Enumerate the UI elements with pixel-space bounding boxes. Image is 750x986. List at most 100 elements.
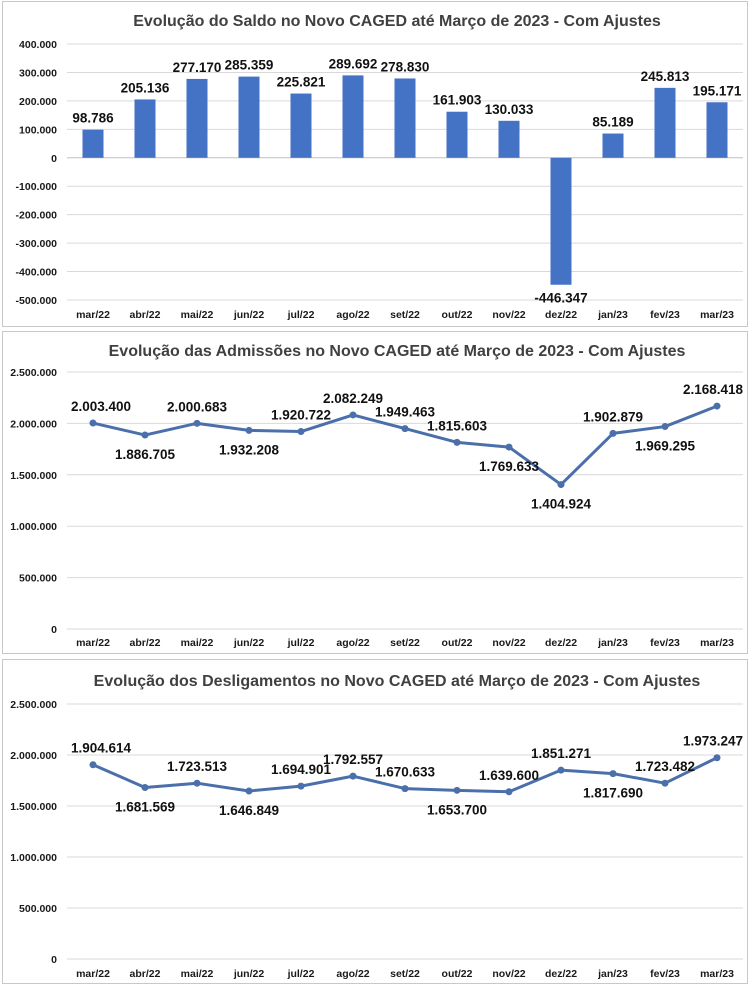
x-tick-label: nov/22	[492, 968, 525, 980]
data-label: 98.786	[72, 111, 114, 126]
x-tick-label: set/22	[390, 309, 420, 321]
data-point	[557, 766, 565, 774]
data-label: 2.000.683	[167, 399, 228, 414]
data-point	[661, 423, 669, 431]
data-label: 2.082.249	[323, 391, 383, 406]
y-tick-label: 1.500.000	[10, 470, 57, 482]
data-label: 1.792.557	[323, 752, 383, 767]
x-tick-label: ago/22	[336, 968, 369, 980]
data-label: -446.347	[534, 291, 587, 306]
data-label: 285.359	[225, 58, 274, 73]
data-label: 289.692	[329, 56, 378, 71]
data-point	[505, 788, 513, 796]
x-tick-label: jul/22	[287, 637, 315, 649]
x-tick-label: jan/23	[597, 309, 628, 321]
x-tick-label: mai/22	[181, 637, 214, 649]
data-label: 1.817.690	[583, 786, 643, 801]
data-point	[89, 761, 97, 769]
y-tick-label: 400.000	[19, 39, 57, 51]
data-point	[453, 786, 461, 794]
data-label: 1.404.924	[531, 497, 592, 512]
y-tick-label: 0	[51, 954, 57, 966]
data-point	[661, 779, 669, 787]
y-tick-label: 200.000	[19, 96, 57, 108]
data-label: 205.136	[121, 80, 170, 95]
x-tick-label: fev/23	[650, 968, 680, 980]
chart-title: Evolução dos Desligamentos no Novo CAGED…	[94, 673, 701, 690]
data-point	[453, 438, 461, 446]
data-point	[245, 426, 253, 434]
data-label: 2.003.400	[71, 399, 131, 414]
data-label: 1.886.705	[115, 447, 176, 462]
data-point	[141, 431, 149, 439]
y-tick-label: 300.000	[19, 67, 57, 79]
x-tick-label: mar/22	[76, 968, 110, 980]
x-tick-label: jan/23	[597, 637, 628, 649]
x-tick-label: mai/22	[181, 309, 214, 321]
bar	[550, 157, 572, 285]
x-tick-label: mar/22	[76, 637, 110, 649]
x-tick-label: ago/22	[336, 309, 369, 321]
x-tick-label: mar/23	[700, 968, 734, 980]
y-tick-label: -400.000	[16, 267, 58, 279]
y-tick-label: -300.000	[16, 238, 58, 250]
data-label: 1.949.463	[375, 405, 436, 420]
x-tick-label: mar/23	[700, 637, 734, 649]
x-tick-label: dez/22	[545, 309, 577, 321]
x-tick-label: dez/22	[545, 637, 577, 649]
x-tick-label: dez/22	[545, 968, 577, 980]
bar	[706, 102, 728, 158]
x-tick-label: jul/22	[287, 968, 315, 980]
data-point	[141, 783, 149, 791]
data-label: 1.694.901	[271, 762, 332, 777]
x-tick-label: nov/22	[492, 637, 525, 649]
data-point	[557, 481, 565, 489]
bar	[186, 78, 208, 158]
x-tick-label: abr/22	[130, 968, 161, 980]
x-tick-label: out/22	[442, 637, 473, 649]
data-point	[609, 429, 617, 437]
data-label: 161.903	[433, 93, 482, 108]
data-point	[349, 772, 357, 780]
data-point	[349, 411, 357, 419]
data-label: 1.670.633	[375, 765, 436, 780]
x-tick-label: jan/23	[597, 968, 628, 980]
data-point	[89, 419, 97, 427]
x-tick-label: fev/23	[650, 637, 680, 649]
data-label: 1.851.271	[531, 746, 592, 761]
y-tick-label: 500.000	[19, 903, 57, 915]
data-point	[401, 425, 409, 433]
bar	[238, 76, 260, 158]
x-tick-label: mar/22	[76, 309, 110, 321]
y-tick-label: 1.000.000	[10, 521, 57, 533]
x-tick-label: jul/22	[287, 309, 315, 321]
x-tick-label: ago/22	[336, 637, 369, 649]
x-tick-label: jun/22	[233, 637, 265, 649]
y-tick-label: 1.500.000	[10, 801, 57, 813]
bar	[342, 75, 364, 158]
desligamentos-chart-panel: Evolução dos Desligamentos no Novo CAGED…	[2, 659, 748, 984]
data-point	[713, 402, 721, 410]
data-label: 85.189	[592, 115, 633, 130]
data-label: 1.973.247	[683, 734, 743, 749]
data-label: 1.769.633	[479, 459, 540, 474]
x-tick-label: out/22	[442, 968, 473, 980]
data-label: 2.168.418	[683, 382, 744, 397]
data-label: 1.653.700	[427, 802, 487, 817]
y-tick-label: 1.000.000	[10, 852, 57, 864]
y-tick-label: 2.500.000	[10, 367, 57, 379]
data-label: 1.815.603	[427, 418, 488, 433]
data-label: 1.932.208	[219, 442, 280, 457]
desligamentos-line-chart: Evolução dos Desligamentos no Novo CAGED…	[10, 673, 743, 980]
x-tick-label: set/22	[390, 968, 420, 980]
data-label: 277.170	[173, 60, 222, 75]
y-tick-label: -500.000	[16, 295, 58, 307]
data-label: 130.033	[485, 102, 534, 117]
data-label: 1.723.513	[167, 759, 228, 774]
y-tick-label: 0	[51, 153, 57, 165]
data-point	[713, 754, 721, 762]
data-point	[297, 428, 305, 436]
y-tick-label: 2.500.000	[10, 699, 57, 711]
x-tick-label: abr/22	[130, 309, 161, 321]
data-label: 1.902.879	[583, 409, 643, 424]
